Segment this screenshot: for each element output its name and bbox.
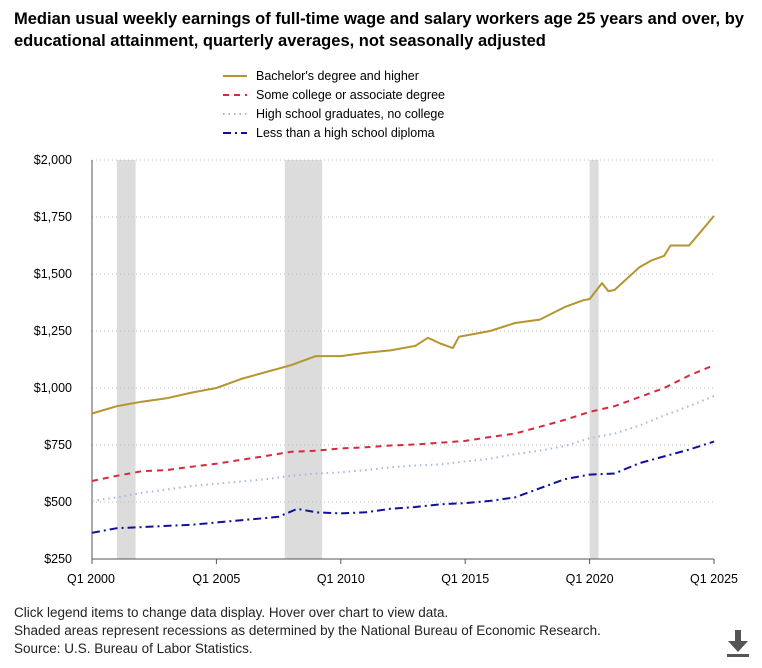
y-tick-label: $750 — [44, 438, 72, 452]
chart-footer: Click legend items to change data displa… — [14, 604, 601, 658]
line-chart[interactable]: $250 $500 $750 $1,000 $1,250 $1,500 $1,750 $2,0… — [0, 0, 762, 600]
legend: Bachelor's degree and higher Some colleg… — [222, 66, 445, 142]
y-tick-label: $1,000 — [34, 381, 72, 395]
y-tick-label: $250 — [44, 552, 72, 566]
legend-item-less-than-high-school[interactable]: Less than a high school diploma — [222, 123, 445, 142]
recession-band-0 — [116, 160, 136, 559]
footer-instructions: Click legend items to change data displa… — [14, 605, 449, 620]
x-tick-label: Q1 2005 — [192, 572, 240, 586]
recession-band-2 — [589, 160, 599, 559]
legend-item-bachelors[interactable]: Bachelor's degree and higher — [222, 66, 445, 85]
legend-label-less-than-high-school: Less than a high school diploma — [256, 125, 435, 140]
footer-recession-note: Shaded areas represent recessions as det… — [14, 623, 601, 638]
series-line-less-than-high-school — [91, 440, 715, 534]
x-tick-label: Q1 2000 — [67, 572, 115, 586]
x-tick-label: Q1 2015 — [441, 572, 489, 586]
legend-item-high-school[interactable]: High school graduates, no college — [222, 104, 445, 123]
legend-swatch-high-school — [223, 112, 247, 115]
legend-swatch-less-than-high-school — [223, 131, 247, 134]
legend-swatch-some-college — [223, 93, 247, 96]
legend-label-some-college: Some college or associate degree — [256, 87, 446, 102]
y-tick-label: $500 — [44, 495, 72, 509]
series-line-bachelors — [91, 215, 715, 415]
chart-title: Median usual weekly earnings of full-tim… — [14, 10, 744, 50]
footer-source: Source: U.S. Bureau of Labor Statistics. — [14, 641, 253, 656]
series-line-some-college — [91, 364, 715, 482]
legend-item-some-college[interactable]: Some college or associate degree — [222, 85, 445, 104]
y-tick-label: $2,000 — [34, 153, 72, 167]
recession-band-1 — [284, 160, 323, 559]
legend-swatch-bachelors — [223, 74, 247, 77]
y-tick-label: $1,750 — [34, 210, 72, 224]
x-tick-label: Q1 2020 — [566, 572, 614, 586]
y-tick-label: $1,500 — [34, 267, 72, 281]
download-arrow-icon[interactable] — [725, 628, 751, 658]
y-tick-label: $1,250 — [34, 324, 72, 338]
x-tick-label: Q1 2025 — [690, 572, 738, 586]
legend-label-high-school: High school graduates, no college — [256, 106, 445, 121]
x-tick-label: Q1 2010 — [317, 572, 365, 586]
series-line-high-school — [91, 395, 715, 502]
legend-label-bachelors: Bachelor's degree and higher — [256, 68, 419, 83]
